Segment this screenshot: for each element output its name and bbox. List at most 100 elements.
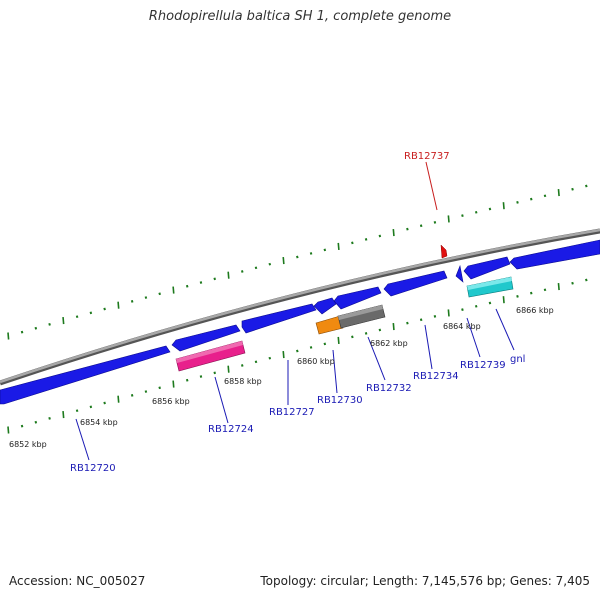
minor-tick [296,349,299,353]
minor-tick [543,194,547,198]
minor-tick [296,255,299,259]
minor-tick [240,364,244,367]
minor-tick [461,308,464,312]
major-tick [557,188,560,197]
minor-tick [20,330,24,334]
inner-tick-track [7,278,588,434]
minor-tick [543,288,547,292]
minor-tick [75,409,79,413]
scale-label: 6858 kbp [224,377,262,386]
minor-tick [89,405,93,409]
minor-tick [474,304,478,308]
major-tick [282,351,285,359]
minor-tick [516,201,519,204]
major-tick [447,215,450,223]
minor-tick [529,197,533,201]
minor-tick [254,360,258,364]
minor-tick [75,315,79,319]
scale-label: 6852 kbp [9,440,47,449]
gene-arrow[interactable] [463,256,511,280]
minor-tick [488,207,492,211]
minor-tick [34,420,38,424]
minor-tick [199,281,203,284]
minor-tick [488,301,492,305]
major-tick [502,202,505,210]
minor-tick [529,291,533,295]
minor-tick [364,332,368,335]
scale-labels: 6852 kbp 6854 kbp 6856 kbp 6858 kbp 6860 kbp… [9,306,554,449]
gene-arrow[interactable] [455,264,464,283]
minor-tick [364,238,368,241]
gene-label-rb12739[interactable]: RB12739 [460,360,506,371]
major-tick [172,380,175,388]
leader-lines [75,161,515,461]
minor-tick [585,184,588,188]
major-tick [227,365,230,373]
major-tick [7,426,10,434]
gene-label-rb12720[interactable]: RB12720 [70,463,116,474]
minor-tick [461,214,464,218]
minor-tick [48,417,51,420]
feature-gnl-top [467,277,512,290]
feature-rb12724-top [176,341,243,363]
minor-tick [199,375,203,378]
gene-arrow[interactable] [383,270,448,297]
minor-tick [213,371,216,375]
gene-label-rb12724[interactable]: RB12724 [208,424,254,435]
gene-labels: RB12720RB12724RB12727RB12730RB12732RB127… [70,151,525,474]
minor-tick [34,326,38,330]
minor-tick [433,220,437,224]
genome-backbone-highlight [0,228,600,384]
minor-tick [378,234,382,238]
minor-tick [351,335,354,339]
scale-label: 6856 kbp [152,397,190,406]
minor-tick [474,210,478,214]
scale-label: 6866 kbp [516,306,554,315]
gene-arrow[interactable] [333,286,382,310]
minor-tick [48,323,51,326]
minor-tick [571,187,574,191]
forward-gene-track [0,239,600,405]
major-tick [117,395,120,403]
gene-label-rb12737[interactable]: RB12737 [404,151,450,162]
feature-rb12730[interactable] [315,315,344,335]
highlight-rb12737[interactable] [440,244,448,259]
gene-arrow[interactable] [313,297,337,315]
minor-tick [89,311,93,315]
gene-label-rb12727[interactable]: RB12727 [269,407,315,418]
minor-tick [185,284,189,288]
major-tick [62,316,65,325]
gene-arrow[interactable] [0,345,171,405]
minor-tick [516,295,519,298]
minor-tick [419,318,423,322]
major-tick [7,332,10,340]
major-tick [447,309,450,317]
minor-tick [185,378,189,382]
major-tick [502,296,505,304]
major-tick [172,286,175,294]
gene-label-rb12732[interactable]: RB12732 [366,383,412,394]
minor-tick [158,292,161,296]
scale-label: 6854 kbp [80,418,118,427]
minor-tick [158,386,161,390]
gene-label-rb12730[interactable]: RB12730 [317,395,363,406]
scale-label: 6864 kbp [443,322,481,331]
gene-label-gnl[interactable]: gnl [510,354,525,365]
minor-tick [240,270,244,273]
gene-arrow[interactable] [171,324,241,352]
gene-arrow[interactable] [241,303,317,334]
minor-tick [323,248,327,252]
minor-tick [268,262,272,266]
major-tick [557,282,560,291]
gene-arrow[interactable] [509,239,600,270]
gene-label-rb12734[interactable]: RB12734 [413,371,459,382]
major-tick [227,271,230,279]
minor-tick [419,224,423,228]
minor-tick [378,328,382,332]
scale-label: 6862 kbp [370,339,408,348]
accession-label: Accession: NC_005027 [9,574,146,588]
minor-tick [323,342,327,346]
minor-tick [130,300,134,303]
map-title: Rhodopirellula baltica SH 1, complete ge… [148,9,452,24]
